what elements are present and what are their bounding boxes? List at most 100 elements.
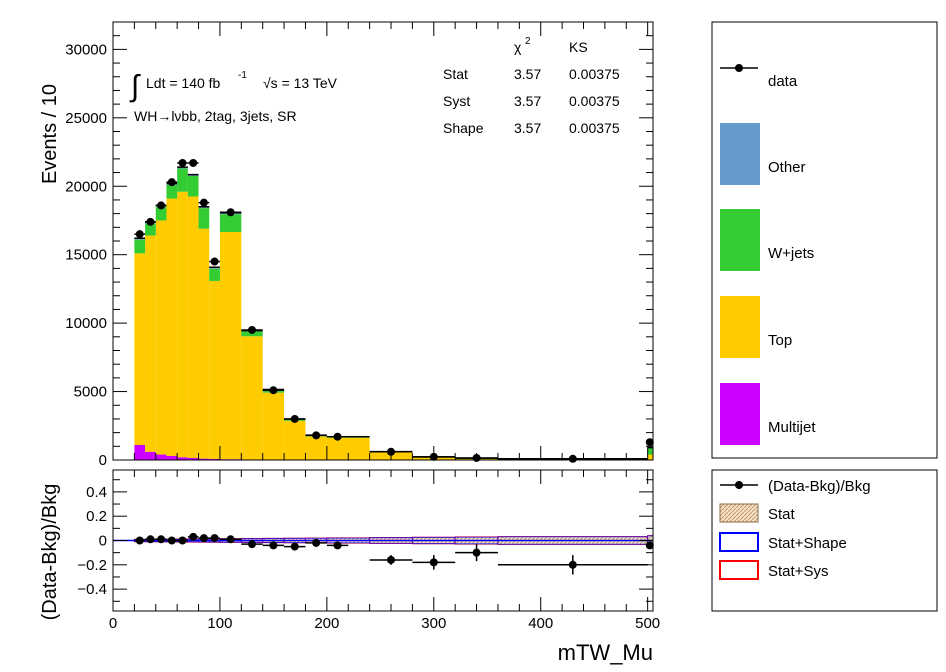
- legend-swatch: [720, 123, 760, 185]
- bar-w-jets: [145, 223, 156, 236]
- ratio-points: [134, 532, 654, 575]
- stats-row-chi2: 3.57: [514, 66, 541, 82]
- main-legend: data Other W+jets Top Multijet: [711, 21, 938, 459]
- bar-multijet: [198, 458, 210, 460]
- bar-multijet: [209, 458, 220, 460]
- bar-top: [262, 392, 285, 460]
- stats-row-label: Stat: [443, 66, 468, 82]
- ratio-point: [568, 560, 577, 569]
- data-point: [568, 454, 577, 463]
- ratio-y-tick-label: 0: [99, 533, 107, 550]
- data-point: [146, 217, 155, 226]
- bar-multijet: [145, 451, 156, 460]
- data-point: [189, 158, 198, 167]
- x-tick-label: 200: [314, 615, 339, 632]
- main-y-axis-label: Events / 10: [39, 84, 61, 184]
- data-point: [333, 432, 342, 441]
- integral-sign: ∫: [129, 70, 141, 103]
- ratio-y-tick-label: −0.2: [77, 557, 107, 574]
- ratio-legend: (Data-Bkg)/Bkg Stat Stat+Shape Stat+Sys: [711, 469, 938, 612]
- ratio-point: [210, 534, 219, 543]
- bar-w-jets: [209, 268, 220, 281]
- bar-top: [241, 336, 263, 460]
- data-point: [645, 438, 654, 447]
- stacked-bars: [134, 166, 653, 460]
- legend-marker: [735, 481, 743, 489]
- bar-top: [187, 196, 199, 458]
- stats-row-label: Shape: [443, 120, 484, 136]
- ratio-point: [472, 548, 481, 557]
- legend-swatch-box: [719, 560, 759, 580]
- data-point: [157, 201, 166, 210]
- bar-multijet: [134, 444, 146, 460]
- bar-top: [209, 280, 220, 459]
- bar-w-jets: [647, 447, 653, 455]
- bar-w-jets: [134, 239, 146, 254]
- y-tick-label: 0: [99, 452, 107, 469]
- bar-w-jets: [187, 175, 199, 197]
- ratio-point: [199, 534, 208, 543]
- bar-w-jets: [219, 214, 242, 232]
- bar-top: [166, 198, 178, 456]
- ratio-y-tick-label: 0.4: [86, 484, 107, 501]
- legend-label: W+jets: [768, 245, 814, 262]
- ratio-y-axis-label: (Data-Bkg)/Bkg: [39, 484, 61, 621]
- ratio-x-ticks: 0 100 200 300 400 500: [109, 470, 660, 632]
- stats-row-ks: 0.00375: [569, 93, 620, 109]
- legend-label: Multijet: [768, 419, 816, 436]
- ratio-point: [645, 541, 654, 550]
- bar-top: [134, 253, 146, 445]
- data-point: [210, 257, 219, 266]
- ratio-y-tick-label: −0.4: [77, 581, 107, 598]
- ratio-point: [157, 535, 166, 544]
- stats-row-label: Syst: [443, 93, 470, 109]
- bar-top: [219, 231, 242, 460]
- legend-swatch: [720, 296, 760, 358]
- data-point: [226, 208, 235, 217]
- ratio-y-tick-label: 0.2: [86, 508, 107, 525]
- data-point: [269, 386, 278, 395]
- ks-header: KS: [569, 39, 588, 55]
- bar-top: [326, 437, 370, 460]
- legend-label: data: [768, 73, 798, 90]
- bar-w-jets: [198, 208, 210, 229]
- legend-label: Stat+Sys: [768, 563, 828, 580]
- lumi-text: Ldt = 140 fb: [146, 75, 221, 91]
- data-point: [387, 447, 396, 456]
- data-point: [248, 325, 257, 334]
- data-point: [290, 414, 299, 423]
- y-tick-label: 30000: [65, 41, 107, 58]
- ratio-point: [226, 535, 235, 544]
- chi2-header: χ: [514, 39, 522, 55]
- main-y-ticks: 0 5000 10000 15000 20000 25000 30000: [65, 21, 653, 469]
- x-tick-label: 100: [207, 615, 232, 632]
- bar-top: [305, 436, 327, 460]
- ratio-point: [269, 541, 278, 550]
- legend-label: Other: [768, 159, 806, 176]
- chi2-header-sup: 2: [525, 36, 531, 47]
- legend-swatch: [720, 383, 760, 445]
- y-tick-label: 15000: [65, 247, 107, 264]
- legend-marker: [735, 64, 743, 72]
- data-point: [199, 198, 208, 207]
- ratio-point: [290, 542, 299, 551]
- data-points: [134, 158, 654, 463]
- ratio-point: [189, 532, 198, 541]
- y-tick-label: 10000: [65, 315, 107, 332]
- lumi-superscript: -1: [238, 70, 247, 81]
- data-point: [178, 158, 187, 167]
- ratio-panel: −0.4 −0.2 0 0.2 0.4 0 100 200 300 400 500 (Data-B…: [39, 469, 660, 665]
- bar-multijet: [155, 454, 167, 460]
- legend-label: Top: [768, 332, 792, 349]
- data-point: [135, 230, 144, 239]
- bar-w-jets: [166, 184, 178, 199]
- legend-swatch-hatch: [719, 503, 759, 523]
- stats-row-ks: 0.00375: [569, 120, 620, 136]
- bar-top: [284, 420, 306, 460]
- ratio-y-ticks: −0.4 −0.2 0 0.2 0.4: [77, 479, 653, 602]
- bar-multijet: [187, 457, 199, 460]
- stats-row-ks: 0.00375: [569, 66, 620, 82]
- legend-label: Stat: [768, 506, 796, 523]
- bar-top: [145, 235, 156, 452]
